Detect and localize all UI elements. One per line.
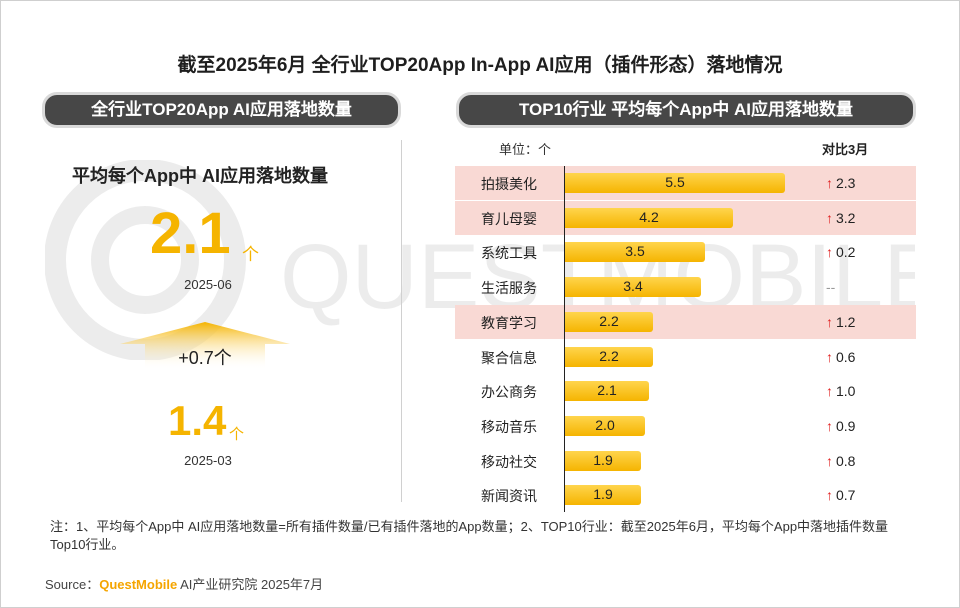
bar-value-label: 2.2: [599, 312, 619, 329]
footnote: 注：1、平均每个App中 AI应用落地数量=所有插件数量/已有插件落地的App数…: [50, 519, 889, 552]
bar: [565, 173, 785, 193]
bar: [565, 381, 649, 402]
source-suffix: AI产业研究院 2025年7月: [177, 577, 324, 592]
bar: [565, 346, 653, 367]
compare-value: --: [826, 279, 835, 295]
up-arrow-icon: ↑: [826, 452, 833, 469]
previous-unit: 个: [229, 426, 245, 443]
bar: [565, 415, 645, 436]
category-label: 拍摄美化: [481, 176, 537, 192]
bar-value-label: 2.1: [597, 382, 617, 399]
compare-value: ↑ 0.8: [826, 453, 855, 469]
category-label: 聚合信息: [481, 349, 537, 366]
up-arrow-icon: ↑: [826, 175, 833, 191]
previous-date: 2025-03: [184, 453, 232, 468]
category-label: 系统工具: [481, 245, 537, 262]
bar-value-label: 2.2: [599, 347, 619, 364]
left-panel-subtitle: 平均每个App中 AI应用落地数量: [72, 166, 328, 186]
current-unit: 个: [242, 245, 259, 264]
compare-value: ↑ 1.0: [826, 383, 855, 399]
delta-value: +0.7个: [178, 348, 232, 368]
no-change-dash: --: [826, 279, 836, 296]
left-panel-header: 全行业TOP20App AI应用落地数量: [42, 92, 401, 128]
bar: [565, 277, 701, 298]
compare-value: ↑ 0.7: [826, 487, 855, 503]
compare-number: 0.9: [836, 417, 856, 434]
category-label: 办公商务: [481, 384, 537, 401]
bar: [565, 311, 653, 332]
category-label: 育儿母婴: [481, 210, 537, 227]
current-value: 2.1: [150, 201, 231, 266]
compare-number: 0.8: [836, 452, 856, 469]
compare-number: 3.2: [836, 209, 856, 226]
up-arrow-icon: ↑: [826, 313, 833, 330]
row-highlight: [455, 304, 916, 339]
up-arrow-icon: ↑: [826, 417, 833, 434]
category-label: 生活服务: [481, 280, 537, 297]
compare-number: 0.6: [836, 348, 856, 365]
compare-value: ↑ 0.2: [826, 244, 855, 260]
chart-axis: [564, 166, 565, 512]
bar-value-label: 3.4: [623, 278, 643, 295]
up-arrow-icon: ↑: [826, 348, 833, 365]
unit-label: 单位：个: [499, 142, 552, 157]
bar-value-label: 5.5: [665, 174, 685, 190]
bar-value-label: 3.5: [625, 243, 645, 260]
up-arrow-icon: ↑: [826, 383, 833, 400]
compare-number: 2.3: [836, 175, 856, 191]
compare-value: ↑ 2.3: [826, 175, 855, 191]
compare-number: 0.7: [836, 487, 856, 504]
compare-number: 1.0: [836, 383, 856, 400]
compare-number: 1.2: [836, 313, 856, 330]
bar-value-label: 2.0: [595, 416, 615, 433]
bar: [565, 207, 733, 228]
compare-number: 0.2: [836, 244, 856, 261]
up-arrow-icon: ↑: [826, 209, 833, 226]
source-line: Source：QuestMobile AI产业研究院 2025年7月: [45, 574, 323, 593]
category-label: 新闻资讯: [481, 488, 537, 505]
up-arrow-icon: ↑: [826, 487, 833, 504]
bar: [565, 485, 641, 506]
panel-divider: [401, 140, 402, 502]
compare-header: 对比3月: [822, 142, 869, 157]
compare-value: ↑ 3.2: [826, 210, 855, 226]
category-label: 教育学习: [481, 314, 537, 331]
bar-value-label: 1.9: [593, 451, 613, 468]
page-title: 截至2025年6月 全行业TOP20App In-App AI应用（插件形态）落…: [177, 55, 783, 76]
source-prefix: Source：: [45, 577, 100, 592]
current-date: 2025-06: [184, 277, 232, 292]
bar: [565, 242, 705, 263]
up-arrow-icon: ↑: [826, 244, 833, 261]
increase-arrow-icon: [120, 322, 290, 370]
previous-value: 1.4: [168, 397, 227, 444]
compare-value: ↑ 0.6: [826, 349, 855, 365]
bar: [565, 450, 641, 471]
category-label: 移动社交: [481, 453, 537, 470]
source-brand: QuestMobile: [99, 577, 178, 592]
bar-value-label: 4.2: [639, 208, 659, 225]
bar-value-label: 1.9: [593, 486, 613, 503]
compare-value: ↑ 0.9: [826, 418, 855, 434]
category-label: 移动音乐: [481, 418, 537, 435]
right-panel-header: TOP10行业 平均每个App中 AI应用落地数量: [456, 92, 916, 128]
compare-value: ↑ 1.2: [826, 314, 855, 330]
